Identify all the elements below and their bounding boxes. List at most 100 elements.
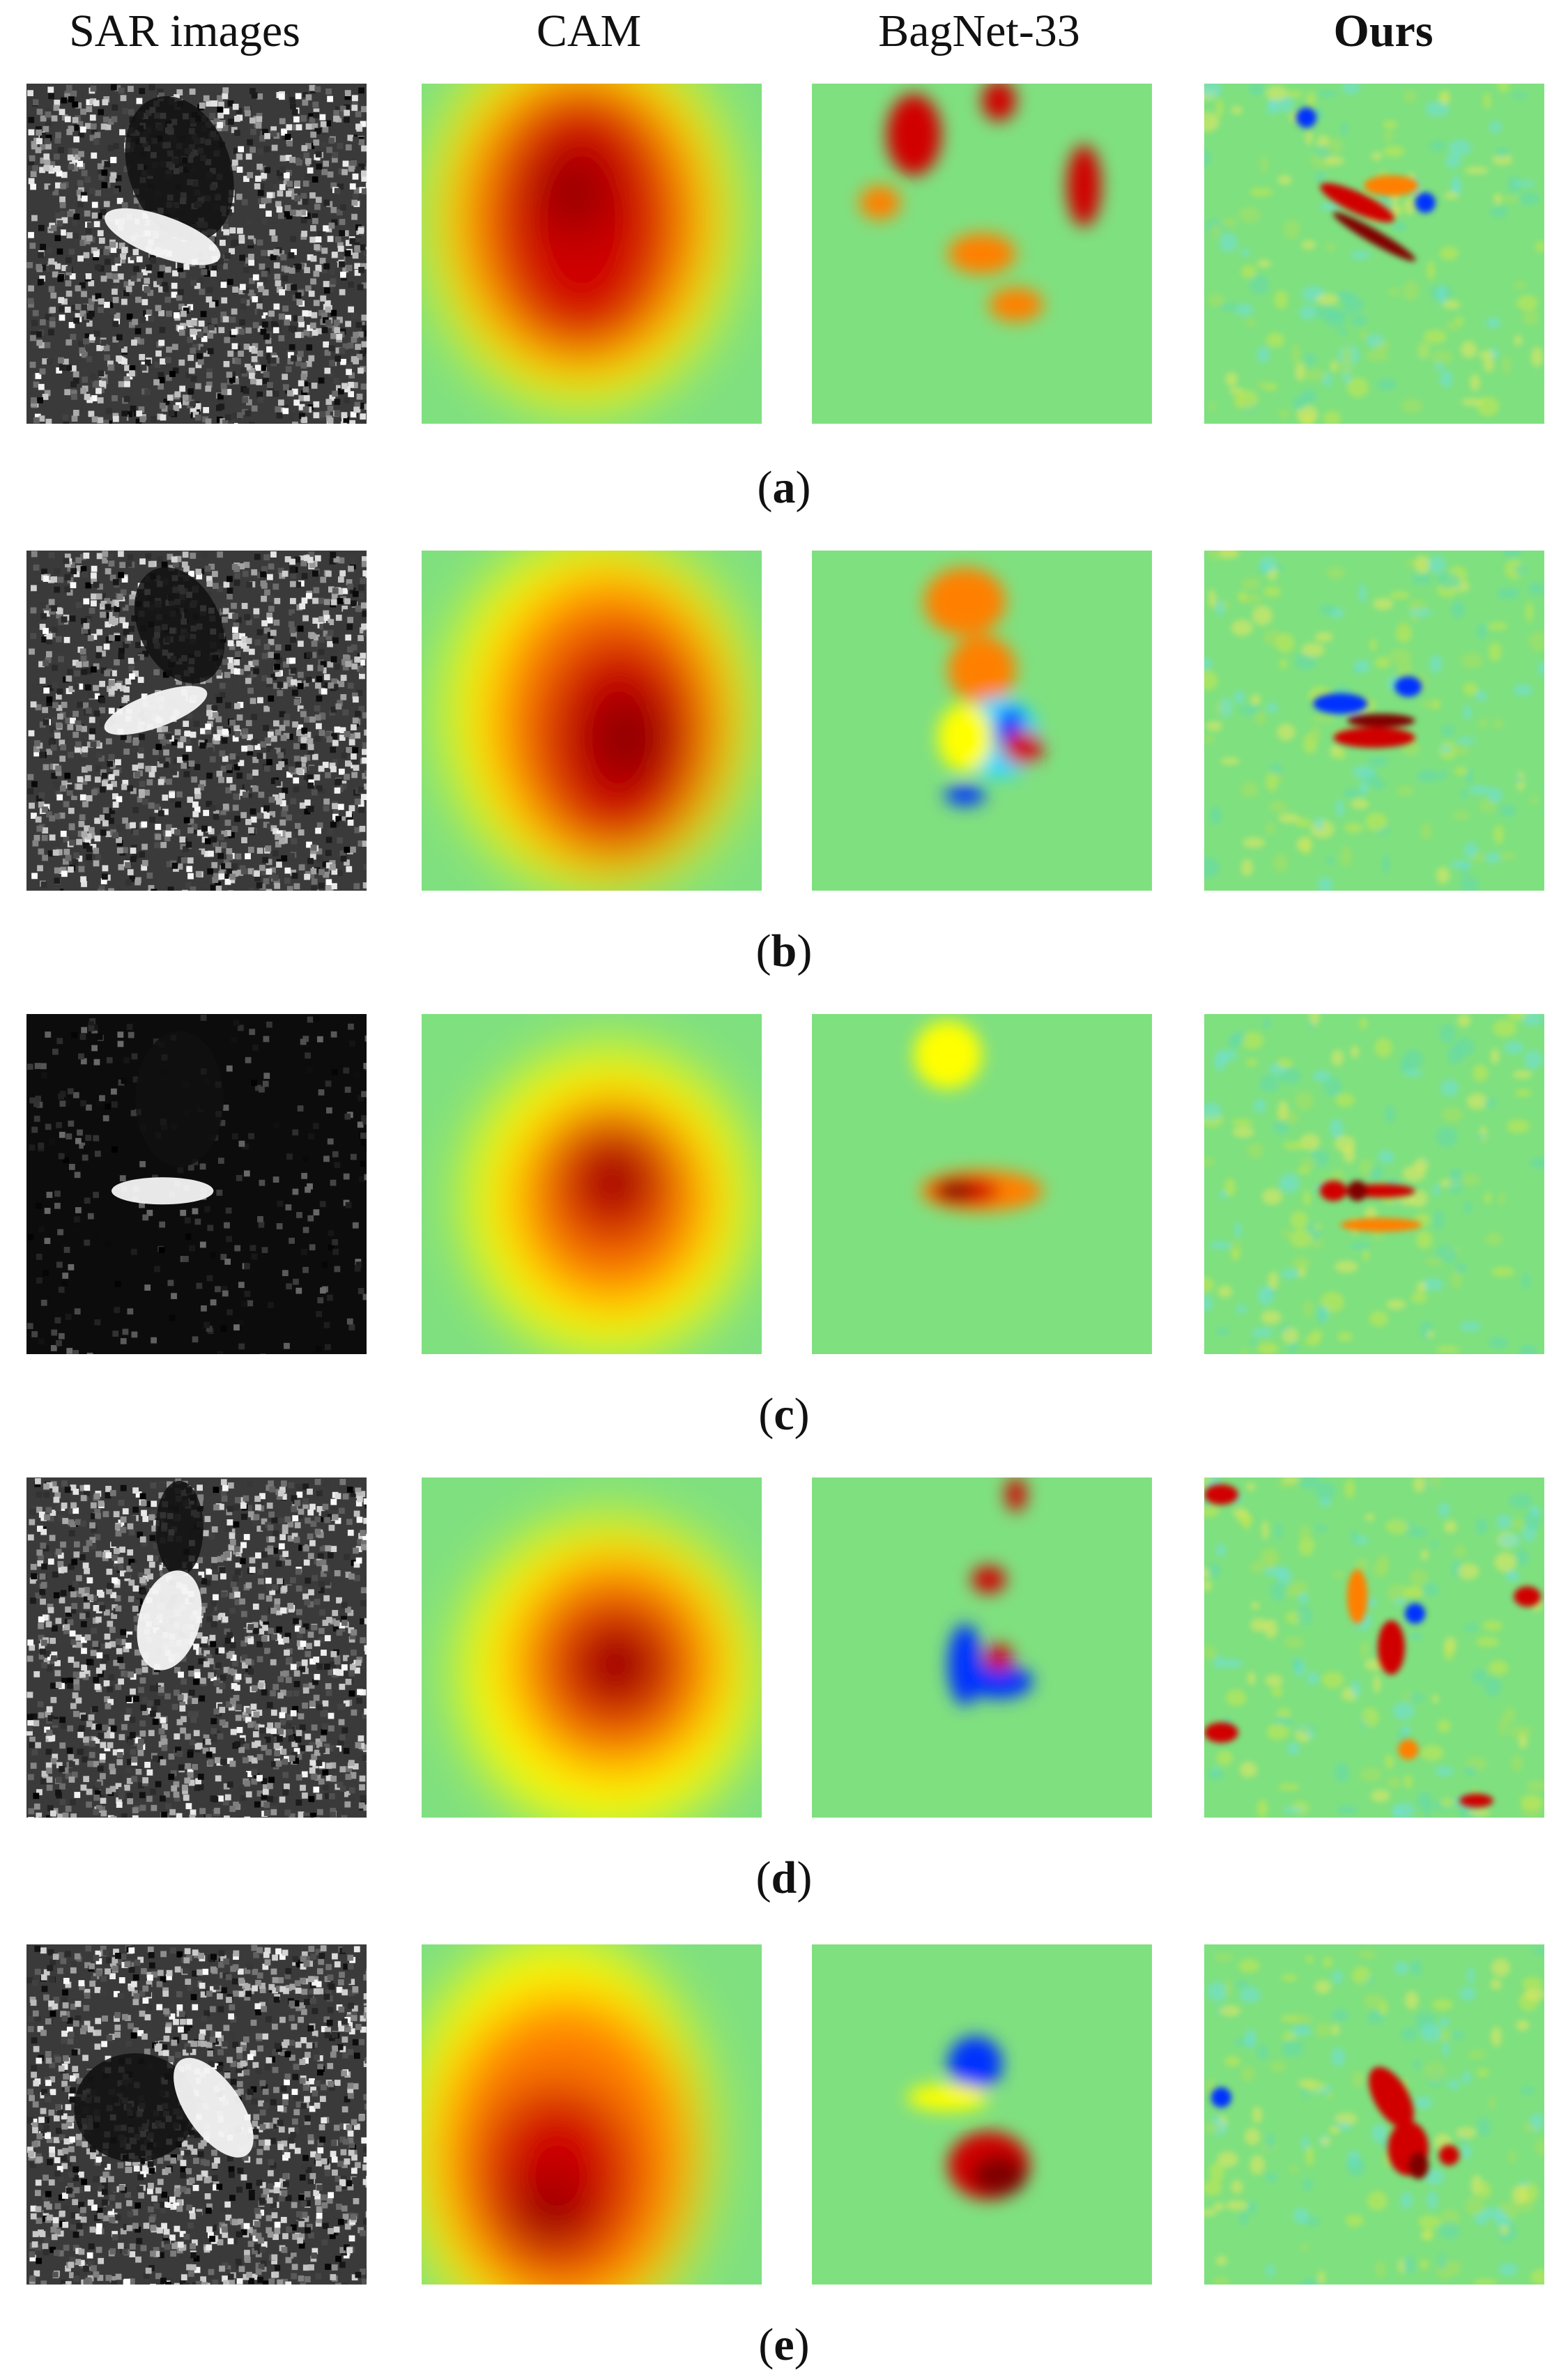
heatmap-blob — [988, 287, 1043, 322]
sar-target-return — [105, 208, 221, 266]
heatmap-blob — [1204, 1484, 1238, 1505]
subfigure-caption-a: (a) — [0, 456, 1568, 519]
heatmap-blob — [1346, 714, 1415, 728]
heatmap-blob — [585, 1146, 647, 1208]
heatmap-blob — [971, 2155, 1027, 2197]
heatmap-blob — [1006, 1477, 1027, 1512]
heatmap-blob — [1296, 107, 1317, 128]
heatmap-blob — [937, 1181, 972, 1201]
caption-close-paren: ) — [794, 2319, 810, 2370]
sar-shadow-region — [125, 96, 234, 241]
heatmap-blob — [1319, 1181, 1347, 1201]
subfigure-caption-e: (e) — [0, 2314, 1568, 2377]
heatmap-blob — [948, 636, 1016, 704]
sar-shadow-region — [155, 1480, 203, 1576]
caption-open-paren: ( — [758, 1389, 774, 1440]
ours-panel-d — [1204, 1477, 1544, 1818]
subfigure-caption-b: (b) — [0, 920, 1568, 983]
subfigure-caption-c: (c) — [0, 1383, 1568, 1446]
sar-panel-d — [26, 1477, 367, 1818]
cam-panel-a — [422, 84, 762, 424]
heatmap-blob — [924, 567, 1006, 636]
heatmap-blob — [1415, 192, 1436, 213]
heatmap-blob — [971, 1565, 1006, 1593]
caption-close-paren: ) — [797, 1852, 813, 1903]
heatmap-blob — [1404, 1603, 1426, 1624]
heatmap-blob — [964, 1664, 1033, 1699]
cam-panel-b — [422, 551, 762, 891]
cam-panel-c — [422, 1014, 762, 1354]
heatmap-blob — [1514, 1586, 1542, 1607]
heatmap-background — [812, 1477, 1152, 1818]
sar-target-return — [112, 1177, 214, 1205]
bagnet-panel-d — [812, 1477, 1152, 1818]
caption-label: e — [774, 2319, 794, 2370]
heatmap-blob — [1204, 1722, 1238, 1743]
heatmap-blob — [1332, 212, 1416, 261]
heatmap-blob — [948, 2036, 1003, 2091]
sar-target-return — [104, 686, 208, 735]
heatmap-blob — [1438, 2144, 1459, 2166]
heatmap-blob — [1394, 676, 1422, 697]
heatmap-blob — [859, 185, 900, 220]
bagnet-panel-b — [812, 551, 1152, 891]
heatmap-blob — [540, 151, 609, 233]
ours-panel-a — [1204, 84, 1544, 424]
heatmap-blob — [1408, 2151, 1429, 2179]
column-header-ours: Ours — [1333, 6, 1434, 56]
column-header-sar-images: SAR images — [69, 6, 300, 56]
sar-panel-e — [26, 1944, 367, 2285]
sar-target-return — [137, 1570, 202, 1671]
heatmap-blob — [886, 93, 941, 176]
column-header-cam: CAM — [536, 6, 642, 56]
heatmap-blob — [948, 233, 1016, 275]
sar-panel-c — [26, 1014, 367, 1354]
heatmap-blob — [1210, 2087, 1232, 2108]
caption-open-paren: ( — [758, 2319, 774, 2370]
caption-close-paren: ) — [795, 462, 811, 513]
heatmap-blob — [1333, 727, 1415, 748]
bagnet-panel-e — [812, 1944, 1152, 2285]
heatmap-blob — [1369, 2066, 1414, 2128]
caption-close-paren: ) — [797, 926, 813, 976]
sar-shadow-region — [135, 1031, 224, 1167]
caption-open-paren: ( — [755, 926, 771, 976]
heatmap-blob — [476, 2080, 640, 2271]
heatmap-blob — [1313, 693, 1368, 714]
cam-panel-d — [422, 1477, 762, 1818]
sar-panel-a — [26, 84, 367, 424]
heatmap-blob — [944, 785, 985, 806]
sar-shadow-region — [74, 2053, 197, 2163]
heatmap-background — [812, 1944, 1152, 2285]
column-header-bagnet: BagNet-33 — [878, 6, 1080, 56]
heatmap-blob — [585, 690, 667, 785]
heatmap-blob — [1398, 1739, 1419, 1760]
cam-panel-e — [422, 1944, 762, 2285]
heatmap-blob — [1346, 1569, 1368, 1624]
heatmap-blob — [1364, 175, 1419, 197]
heatmap-blob — [1340, 1218, 1422, 1232]
heatmap-blob — [1067, 144, 1101, 227]
caption-close-paren: ) — [794, 1389, 810, 1440]
sar-shadow-region — [134, 567, 225, 684]
heatmap-blob — [914, 1020, 982, 1089]
caption-label: d — [771, 1852, 797, 1903]
heatmap-blob — [1002, 730, 1043, 765]
ours-panel-b — [1204, 551, 1544, 891]
bagnet-panel-c — [812, 1014, 1152, 1354]
heatmap-blob — [1377, 1620, 1405, 1675]
caption-label: c — [774, 1389, 794, 1440]
sar-target-return — [174, 2057, 254, 2158]
subfigure-caption-d: (d) — [0, 1847, 1568, 1910]
heatmap-blob — [1459, 1793, 1493, 1808]
heatmap-blob — [1346, 1181, 1368, 1201]
sar-panel-b — [26, 551, 367, 891]
caption-label: b — [771, 926, 797, 976]
caption-label: a — [772, 462, 796, 513]
heatmap-blob — [985, 1644, 1013, 1672]
heatmap-blob — [937, 703, 992, 772]
bagnet-panel-a — [812, 84, 1152, 424]
heatmap-blob — [982, 84, 1016, 121]
heatmap-blob — [907, 2084, 989, 2112]
ours-panel-e — [1204, 1944, 1544, 2285]
